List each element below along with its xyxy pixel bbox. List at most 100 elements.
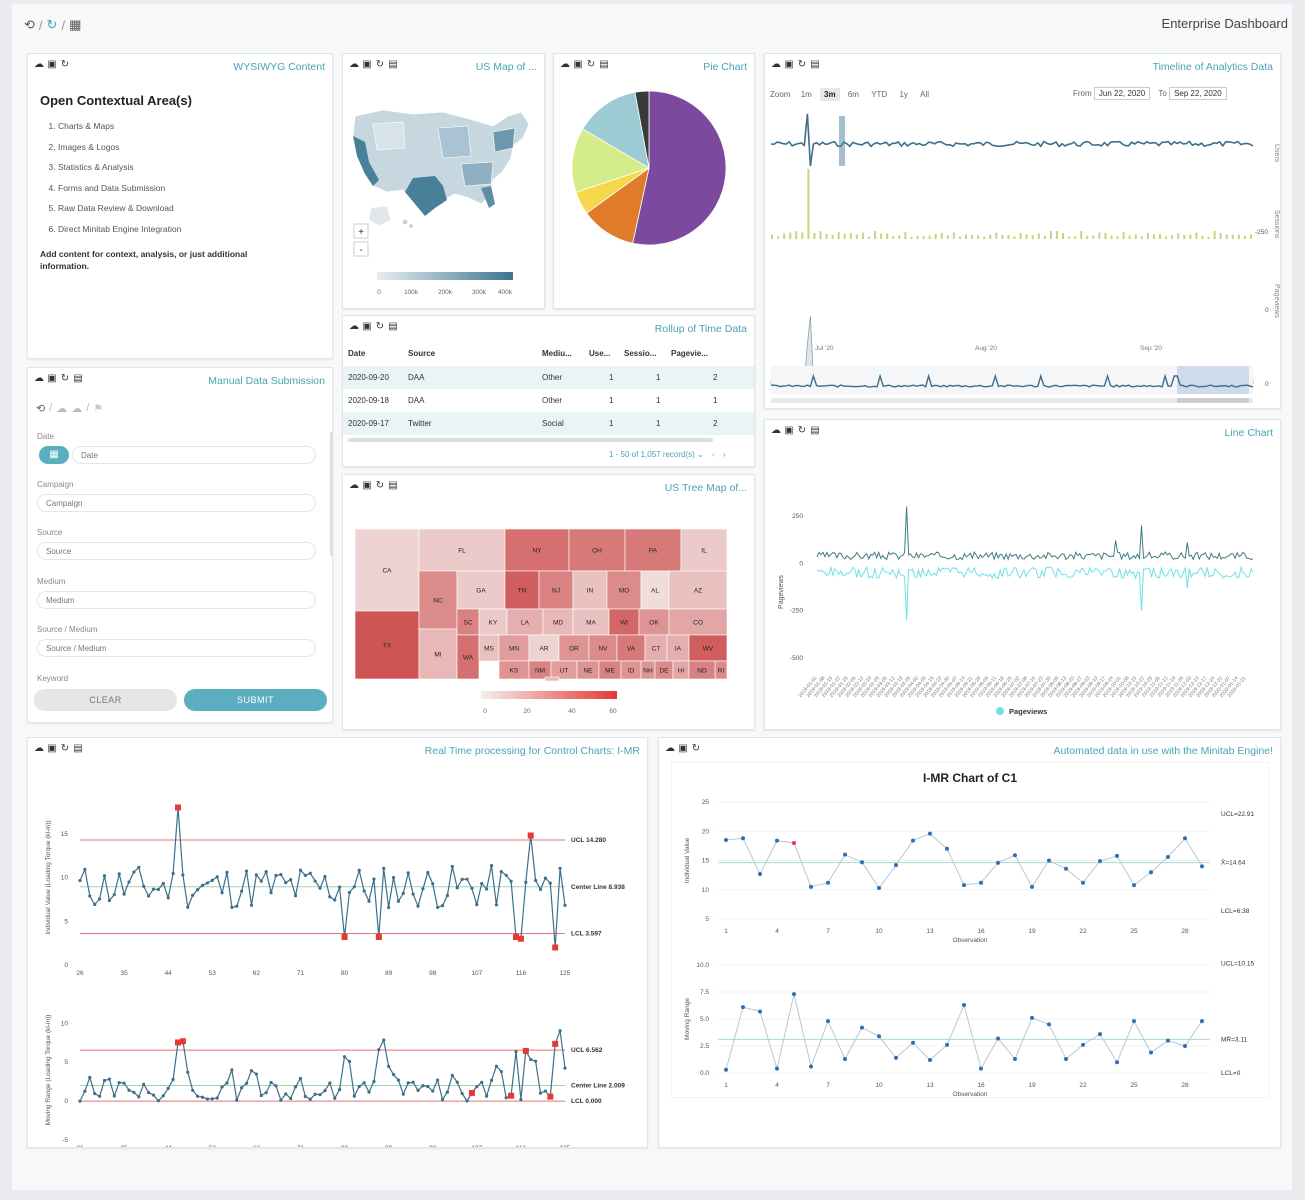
comment-icon[interactable]: ▤ — [810, 59, 820, 70]
data-point[interactable] — [741, 836, 745, 841]
data-point[interactable] — [894, 863, 898, 868]
treemap-cell-mi[interactable] — [418, 628, 458, 680]
data-point[interactable] — [205, 881, 209, 885]
treemap-cell-mn[interactable] — [498, 634, 530, 662]
data-point[interactable] — [421, 1084, 425, 1088]
data-point[interactable] — [465, 1099, 469, 1103]
data-point[interactable] — [215, 1096, 219, 1100]
data-point[interactable] — [538, 1091, 543, 1095]
data-point[interactable] — [485, 887, 489, 891]
calendar-icon[interactable]: ▦ — [69, 17, 82, 32]
data-point[interactable] — [151, 1093, 156, 1097]
out-of-control-point[interactable] — [547, 1093, 554, 1100]
data-point[interactable] — [357, 868, 361, 872]
treemap-cell-ok[interactable] — [638, 608, 670, 636]
data-point[interactable] — [1030, 884, 1034, 889]
data-point[interactable] — [117, 1081, 121, 1085]
data-point[interactable] — [225, 1081, 229, 1085]
treemap-cell-az[interactable] — [668, 570, 728, 610]
data-point[interactable] — [431, 1089, 435, 1093]
data-point[interactable] — [97, 1094, 102, 1098]
data-point[interactable] — [401, 891, 405, 895]
data-point[interactable] — [132, 870, 136, 874]
data-point[interactable] — [1047, 858, 1051, 863]
data-point[interactable] — [382, 1038, 386, 1042]
data-point[interactable] — [244, 1081, 249, 1085]
column-header[interactable]: Date — [348, 349, 366, 358]
data-point[interactable] — [996, 860, 1000, 865]
data-point[interactable] — [200, 1095, 205, 1099]
column-header[interactable]: Use... — [589, 349, 611, 358]
data-point[interactable] — [504, 873, 508, 877]
data-point[interactable] — [416, 904, 420, 908]
data-point[interactable] — [122, 892, 126, 896]
data-point[interactable] — [1149, 1050, 1153, 1055]
data-point[interactable] — [171, 1077, 175, 1082]
from-date-input[interactable]: Jun 22, 2020 — [1093, 87, 1151, 100]
data-point[interactable] — [377, 1048, 381, 1052]
column-header[interactable]: Mediu... — [542, 349, 572, 358]
out-of-control-point[interactable] — [527, 832, 534, 839]
data-point[interactable] — [200, 883, 205, 887]
data-point[interactable] — [1064, 866, 1068, 871]
history-icon[interactable]: ⟲ — [36, 403, 46, 415]
data-point[interactable] — [724, 838, 728, 843]
data-point[interactable] — [259, 879, 263, 883]
treemap-cell-ga[interactable] — [456, 570, 506, 610]
data-point[interactable] — [293, 1085, 298, 1089]
pie-slice[interactable] — [632, 90, 727, 246]
cloud-icon[interactable]: ☁ — [665, 743, 675, 754]
data-point[interactable] — [792, 992, 796, 997]
data-point[interactable] — [88, 894, 92, 898]
prev-page-icon[interactable]: ‹ — [712, 450, 715, 459]
data-point[interactable] — [249, 1069, 254, 1073]
comment-icon[interactable]: ▤ — [388, 59, 398, 70]
data-point[interactable] — [401, 1092, 405, 1096]
data-point[interactable] — [406, 871, 410, 875]
data-point[interactable] — [440, 904, 445, 908]
data-point[interactable] — [741, 1005, 745, 1010]
out-of-control-point[interactable] — [468, 1089, 475, 1096]
data-point[interactable] — [323, 874, 327, 879]
data-point[interactable] — [240, 889, 244, 893]
data-point[interactable] — [411, 1080, 415, 1084]
data-point[interactable] — [328, 895, 332, 899]
comment-icon[interactable]: ▤ — [388, 321, 398, 332]
data-point[interactable] — [445, 1090, 450, 1094]
data-point[interactable] — [269, 891, 273, 895]
data-point[interactable] — [911, 1040, 915, 1045]
data-point[interactable] — [78, 1099, 82, 1103]
out-of-control-point[interactable] — [375, 934, 382, 940]
treemap-cell-in[interactable] — [572, 570, 608, 610]
cloud-icon[interactable]: ☁ — [349, 480, 359, 491]
data-point[interactable] — [877, 885, 881, 890]
data-point[interactable] — [436, 1078, 440, 1082]
data-point[interactable] — [298, 1076, 303, 1081]
data-point[interactable] — [117, 872, 121, 876]
data-point[interactable] — [313, 879, 317, 883]
treemap-cell-nc[interactable] — [418, 570, 458, 630]
cloud-icon[interactable]: ☁ — [560, 59, 570, 70]
cloud-upload-icon[interactable]: ☁ — [56, 403, 68, 415]
data-point[interactable] — [1166, 1038, 1170, 1043]
data-point[interactable] — [279, 872, 283, 877]
data-point[interactable] — [460, 877, 464, 881]
refresh-icon[interactable]: ↻ — [60, 59, 70, 70]
data-point[interactable] — [558, 1029, 562, 1033]
data-point[interactable] — [372, 877, 376, 881]
data-point[interactable] — [558, 866, 562, 870]
image-icon[interactable]: ▣ — [362, 59, 372, 70]
refresh-icon[interactable]: ↻ — [691, 743, 701, 754]
data-point[interactable] — [455, 886, 459, 890]
pie-slice[interactable] — [582, 91, 650, 169]
image-icon[interactable]: ▣ — [47, 59, 57, 70]
data-point[interactable] — [318, 886, 322, 890]
data-point[interactable] — [1081, 1042, 1085, 1047]
data-point[interactable] — [132, 1090, 136, 1094]
data-point[interactable] — [534, 1059, 538, 1063]
data-point[interactable] — [979, 880, 983, 885]
data-point[interactable] — [440, 1097, 445, 1102]
data-point[interactable] — [499, 1069, 503, 1074]
data-point[interactable] — [431, 882, 435, 886]
data-point[interactable] — [809, 884, 813, 889]
